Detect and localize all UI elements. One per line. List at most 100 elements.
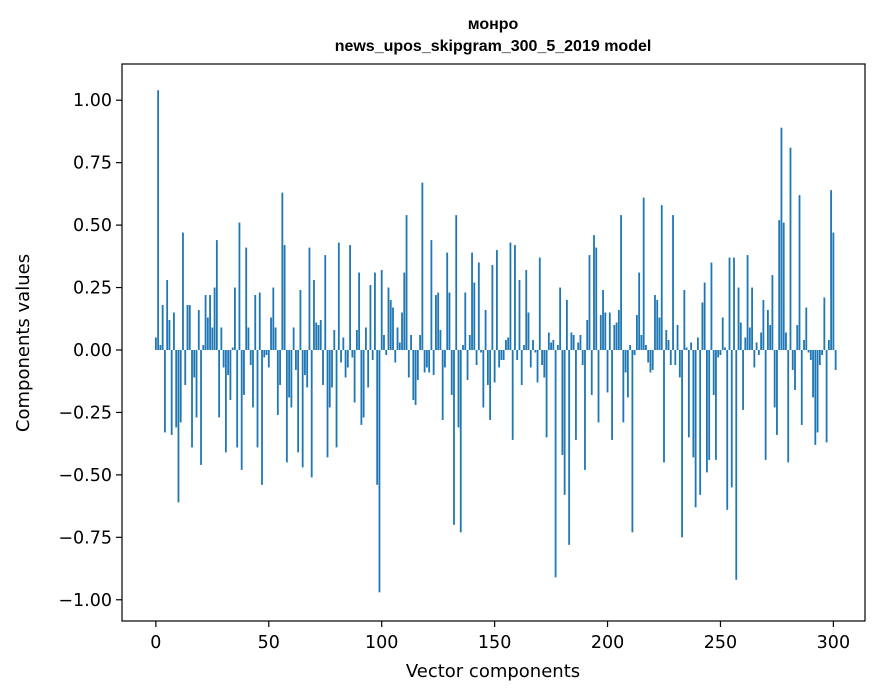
y-tick-label-0: 1.00 — [73, 91, 112, 111]
bar-212 — [633, 349, 636, 355]
bar-259 — [739, 322, 742, 350]
bar-3 — [161, 305, 164, 350]
bar-126 — [439, 330, 442, 350]
bar-247 — [712, 349, 715, 395]
bar-258 — [737, 287, 740, 350]
bar-255 — [730, 349, 733, 488]
bar-162 — [520, 349, 523, 385]
bar-82 — [340, 349, 342, 363]
bar-213 — [636, 315, 638, 350]
bar-204 — [615, 322, 618, 350]
bar-34 — [231, 347, 234, 350]
bar-178 — [556, 345, 559, 350]
bar-116 — [416, 349, 419, 380]
y-axis-label: Components values — [13, 254, 34, 432]
bar-105 — [392, 307, 394, 350]
bar-9 — [175, 349, 178, 428]
bar-146 — [484, 310, 487, 350]
bar-298 — [827, 340, 830, 350]
bar-221 — [654, 295, 656, 350]
bar-222 — [656, 300, 659, 350]
bar-290 — [809, 349, 812, 360]
bar-122 — [430, 240, 433, 350]
bar-256 — [733, 257, 735, 350]
bar-73 — [319, 320, 322, 350]
bar-154 — [502, 349, 505, 360]
bar-172 — [543, 349, 546, 378]
bar-32 — [227, 349, 230, 375]
bar-287 — [803, 340, 805, 350]
bar-301 — [834, 349, 837, 370]
y-tick-label-4: 0.00 — [73, 341, 112, 361]
bar-59 — [288, 349, 291, 398]
bar-251 — [721, 317, 724, 350]
bar-151 — [495, 250, 498, 350]
bar-300 — [832, 232, 835, 350]
bar-94 — [367, 349, 370, 388]
bar-5 — [166, 280, 169, 350]
bar-101 — [383, 335, 385, 350]
bar-176 — [552, 340, 555, 350]
bar-10 — [177, 349, 180, 503]
bar-249 — [717, 349, 720, 358]
bar-133 — [455, 215, 458, 350]
x-axis-label: Vector components — [406, 661, 580, 682]
bar-104 — [389, 300, 392, 350]
y-tick-label-3: 0.25 — [73, 279, 112, 299]
bar-20 — [200, 349, 202, 465]
bar-144 — [480, 349, 482, 353]
bar-193 — [590, 349, 593, 395]
bar-38 — [240, 349, 243, 470]
y-tick-label-8: −1.00 — [58, 591, 112, 611]
bar-232 — [678, 349, 681, 378]
bar-284 — [796, 325, 799, 350]
bar-295 — [821, 349, 823, 355]
bar-74 — [322, 349, 324, 385]
bar-264 — [751, 287, 753, 350]
bar-147 — [486, 349, 489, 385]
bar-2 — [159, 345, 162, 350]
bar-39 — [243, 349, 245, 395]
bar-219 — [649, 349, 652, 373]
bar-46 — [258, 292, 261, 350]
y-tick-label-6: −0.50 — [58, 466, 112, 486]
bar-273 — [771, 275, 774, 350]
bar-195 — [595, 247, 598, 350]
bar-161 — [518, 280, 521, 350]
bar-289 — [807, 349, 810, 353]
bar-274 — [773, 349, 776, 408]
bar-253 — [726, 349, 729, 510]
bar-181 — [563, 349, 566, 495]
bar-103 — [387, 287, 390, 350]
bar-42 — [249, 349, 252, 365]
bar-279 — [785, 332, 787, 350]
chart-title-line2: news_upos_skipgram_300_5_2019 model — [335, 38, 652, 55]
bar-98 — [376, 349, 379, 485]
bar-25 — [211, 327, 214, 350]
bar-217 — [645, 345, 647, 350]
bar-263 — [748, 327, 751, 350]
bar-148 — [489, 349, 492, 420]
bar-83 — [342, 337, 345, 350]
bar-1 — [157, 90, 160, 350]
bar-244 — [706, 349, 708, 473]
bar-62 — [294, 349, 297, 370]
bar-276 — [778, 220, 781, 350]
bar-67 — [306, 349, 309, 388]
bar-156 — [507, 337, 510, 350]
bar-35 — [234, 287, 236, 350]
bar-278 — [782, 222, 785, 350]
bar-169 — [536, 349, 539, 383]
bar-170 — [538, 257, 541, 350]
bar-296 — [823, 297, 826, 350]
bar-23 — [206, 317, 209, 350]
bar-205 — [617, 310, 620, 350]
bar-117 — [419, 335, 422, 350]
bar-282 — [791, 349, 794, 370]
x-tick-label-300: 300 — [817, 633, 850, 653]
bar-285 — [798, 195, 801, 350]
bar-254 — [728, 257, 731, 350]
bar-218 — [647, 349, 650, 363]
bar-80 — [335, 349, 338, 448]
bar-243 — [703, 282, 706, 350]
